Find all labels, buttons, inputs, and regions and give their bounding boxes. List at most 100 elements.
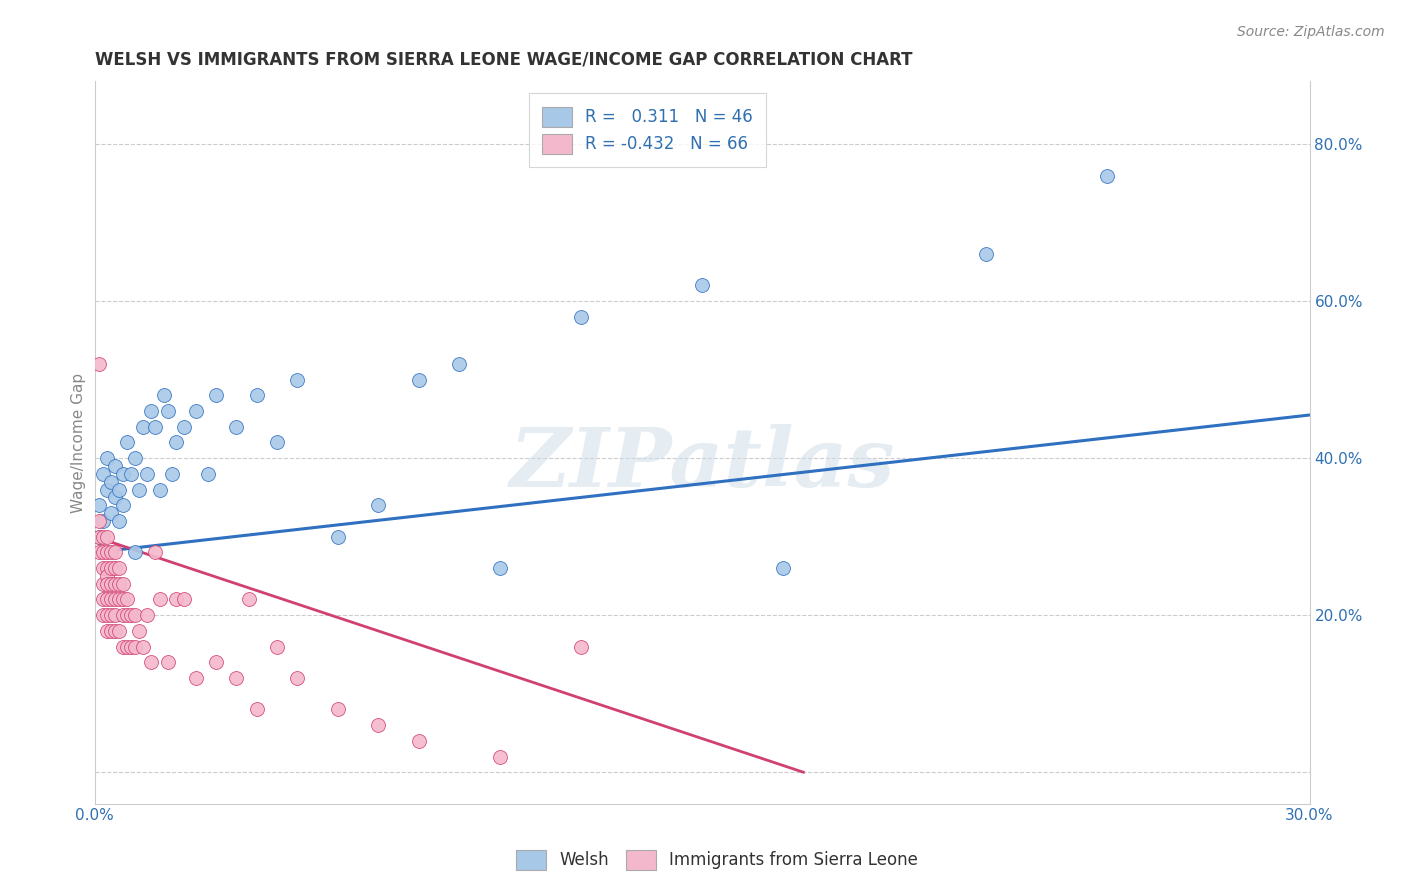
Text: Source: ZipAtlas.com: Source: ZipAtlas.com xyxy=(1237,25,1385,39)
Point xyxy=(108,624,131,638)
Point xyxy=(87,514,110,528)
Point xyxy=(160,467,183,481)
Point xyxy=(184,404,207,418)
Point xyxy=(246,388,269,402)
Point xyxy=(136,608,159,623)
Point xyxy=(100,475,122,489)
Point xyxy=(96,576,118,591)
Point xyxy=(87,498,110,512)
Point xyxy=(205,388,228,402)
Point xyxy=(145,545,167,559)
Point xyxy=(173,419,195,434)
Point xyxy=(91,545,114,559)
Point xyxy=(488,561,510,575)
Point xyxy=(104,576,127,591)
Point xyxy=(115,435,138,450)
Point xyxy=(1095,169,1118,183)
Point xyxy=(225,419,247,434)
Point xyxy=(772,561,794,575)
Point xyxy=(108,483,131,497)
Text: ZIPatlas: ZIPatlas xyxy=(509,425,894,504)
Point xyxy=(141,404,163,418)
Point xyxy=(112,608,135,623)
Point xyxy=(91,514,114,528)
Point xyxy=(128,624,150,638)
Point xyxy=(266,435,288,450)
Point xyxy=(96,451,118,466)
Point xyxy=(148,483,170,497)
Point xyxy=(91,467,114,481)
Point xyxy=(100,576,122,591)
Point xyxy=(96,530,118,544)
Point xyxy=(96,483,118,497)
Point xyxy=(100,561,122,575)
Point xyxy=(104,545,127,559)
Point xyxy=(91,561,114,575)
Point xyxy=(326,702,349,716)
Point xyxy=(285,671,308,685)
Point xyxy=(285,373,308,387)
Point xyxy=(100,624,122,638)
Point xyxy=(488,749,510,764)
Point xyxy=(87,530,110,544)
Point xyxy=(100,592,122,607)
Point xyxy=(136,467,159,481)
Point xyxy=(96,561,118,575)
Point xyxy=(124,545,146,559)
Point xyxy=(124,640,146,654)
Point xyxy=(96,592,118,607)
Point xyxy=(184,671,207,685)
Point xyxy=(408,734,430,748)
Point xyxy=(112,498,135,512)
Point xyxy=(104,561,127,575)
Point xyxy=(449,357,471,371)
Point xyxy=(112,576,135,591)
Point xyxy=(124,451,146,466)
Point xyxy=(246,702,269,716)
Point xyxy=(100,608,122,623)
Point xyxy=(96,608,118,623)
Point xyxy=(104,458,127,473)
Point xyxy=(104,491,127,505)
Point xyxy=(108,592,131,607)
Point xyxy=(326,530,349,544)
Point xyxy=(112,467,135,481)
Point xyxy=(141,655,163,669)
Point xyxy=(205,655,228,669)
Point xyxy=(100,506,122,520)
Point xyxy=(367,498,389,512)
Point xyxy=(115,592,138,607)
Point xyxy=(408,373,430,387)
Point xyxy=(120,608,142,623)
Point xyxy=(156,655,179,669)
Point xyxy=(112,640,135,654)
Point xyxy=(225,671,247,685)
Point xyxy=(91,530,114,544)
Point xyxy=(148,592,170,607)
Point xyxy=(569,310,592,324)
Point xyxy=(91,576,114,591)
Point xyxy=(152,388,174,402)
Point xyxy=(120,467,142,481)
Point xyxy=(173,592,195,607)
Point xyxy=(104,592,127,607)
Legend: Welsh, Immigrants from Sierra Leone: Welsh, Immigrants from Sierra Leone xyxy=(509,843,925,877)
Point xyxy=(91,592,114,607)
Point xyxy=(367,718,389,732)
Point xyxy=(96,545,118,559)
Point xyxy=(108,561,131,575)
Point xyxy=(112,592,135,607)
Point xyxy=(128,483,150,497)
Point xyxy=(266,640,288,654)
Point xyxy=(132,419,155,434)
Point xyxy=(156,404,179,418)
Point xyxy=(87,545,110,559)
Point xyxy=(115,608,138,623)
Point xyxy=(100,545,122,559)
Point xyxy=(104,608,127,623)
Point xyxy=(91,608,114,623)
Point xyxy=(96,569,118,583)
Point xyxy=(132,640,155,654)
Point xyxy=(120,640,142,654)
Point xyxy=(108,576,131,591)
